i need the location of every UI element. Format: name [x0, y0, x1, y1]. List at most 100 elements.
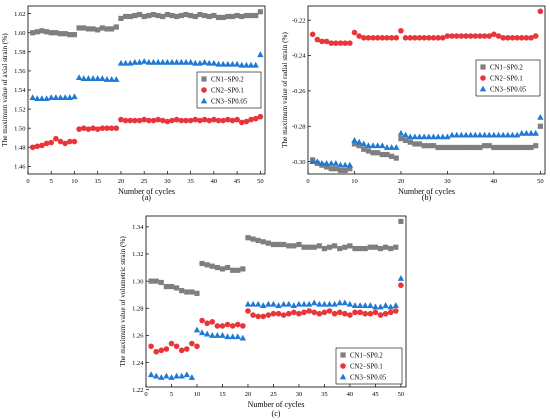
data-point — [357, 245, 363, 252]
data-point — [173, 285, 180, 291]
data-point — [243, 118, 250, 125]
data-point — [158, 374, 165, 380]
data-point — [224, 60, 232, 67]
data-point — [393, 155, 399, 161]
data-point — [379, 35, 386, 41]
data-point — [174, 13, 180, 20]
panel-c: 0 5 10 15 20 25 30 35 40 45 50 1.22 1.24 1.26 1.28 1.30… — [119, 215, 407, 418]
y-tick-label: 1.62 — [14, 11, 25, 18]
data-point — [458, 33, 465, 39]
x-axis-label: Number of cycles — [248, 400, 305, 409]
data-point — [94, 126, 101, 132]
series — [148, 218, 404, 296]
data-point — [90, 125, 96, 131]
data-point — [412, 141, 418, 147]
data-point — [319, 38, 325, 45]
y-tick-label: -0.22 — [292, 17, 306, 24]
x-tick-label: 40 — [347, 391, 354, 398]
data-point — [206, 117, 213, 124]
series — [309, 114, 544, 168]
data-point — [341, 299, 349, 306]
data-point — [148, 343, 154, 350]
data-point — [407, 133, 414, 140]
data-point — [306, 244, 312, 250]
y-tick-label: 1.58 — [14, 49, 25, 56]
data-point — [182, 58, 190, 65]
legend-label: CN2−SP0.1 — [490, 75, 523, 82]
panel-caption: (b) — [422, 193, 432, 202]
legend-marker — [200, 97, 208, 104]
data-point — [311, 244, 317, 250]
data-point — [154, 58, 162, 65]
data-point — [234, 116, 240, 123]
data-point — [219, 266, 226, 272]
data-point — [370, 150, 376, 156]
data-point — [486, 131, 493, 138]
data-point — [323, 159, 330, 166]
data-point — [505, 144, 511, 151]
data-point — [388, 144, 395, 150]
series — [29, 113, 264, 151]
x-tick-label: 10 — [71, 178, 78, 185]
data-point — [255, 237, 261, 244]
data-point — [173, 116, 180, 123]
data-point — [352, 245, 358, 252]
data-point — [199, 317, 205, 324]
data-point — [209, 263, 215, 269]
y-tick-label: -0.28 — [292, 123, 306, 130]
y-tick-label: -0.24 — [292, 53, 306, 60]
data-point — [150, 58, 157, 65]
data-point — [295, 300, 303, 307]
data-point — [323, 38, 330, 45]
legend: CN1−SP0.2 CN2−SP0.1 CN3−SP0.05 — [196, 71, 262, 109]
data-point — [80, 125, 87, 131]
data-point — [43, 95, 50, 101]
data-point — [481, 143, 488, 149]
data-point — [150, 11, 157, 18]
data-point — [211, 12, 217, 19]
data-point — [76, 126, 82, 132]
data-point — [397, 129, 405, 136]
data-point — [160, 13, 166, 20]
legend-label: CN3−SP0.05 — [350, 374, 387, 381]
legend-marker — [340, 352, 346, 358]
data-point — [265, 312, 272, 318]
series — [310, 123, 543, 174]
data-point — [141, 116, 147, 123]
data-point — [537, 8, 544, 15]
data-point — [183, 346, 190, 352]
data-point — [332, 243, 338, 249]
data-point — [280, 312, 287, 318]
data-point — [104, 125, 110, 131]
data-point — [158, 347, 165, 354]
data-point — [458, 131, 465, 138]
data-point — [219, 332, 226, 338]
data-point — [75, 74, 83, 80]
data-point — [53, 30, 59, 36]
data-point — [197, 11, 203, 18]
data-point — [495, 131, 502, 138]
data-point — [463, 144, 469, 151]
data-point — [495, 144, 502, 151]
data-point — [514, 35, 520, 41]
data-point — [316, 310, 323, 317]
data-point — [136, 11, 143, 18]
data-point — [122, 13, 129, 20]
data-point — [407, 139, 413, 145]
data-point — [398, 218, 404, 225]
data-point — [203, 330, 211, 337]
data-point — [108, 76, 115, 82]
data-point — [243, 12, 250, 19]
data-point — [43, 29, 50, 35]
data-point — [136, 117, 143, 124]
data-point — [383, 244, 389, 250]
data-point — [314, 36, 321, 43]
data-point — [430, 143, 437, 149]
data-point — [173, 58, 180, 65]
data-point — [146, 12, 152, 19]
data-point — [113, 76, 120, 82]
data-point — [528, 35, 534, 41]
data-point — [505, 35, 511, 41]
data-point — [131, 58, 139, 65]
data-point — [314, 158, 321, 165]
